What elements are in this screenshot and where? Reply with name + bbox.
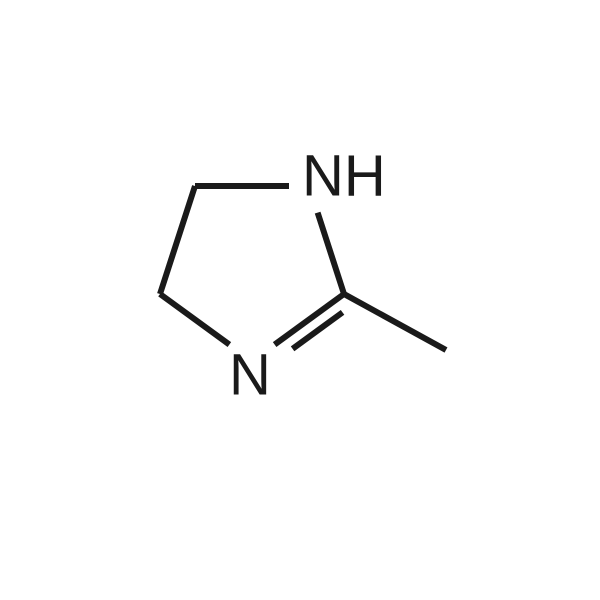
svg-text:N: N xyxy=(229,343,271,408)
molecule-diagram: NHN xyxy=(0,0,600,600)
svg-text:N: N xyxy=(302,144,344,209)
svg-text:H: H xyxy=(344,144,386,209)
